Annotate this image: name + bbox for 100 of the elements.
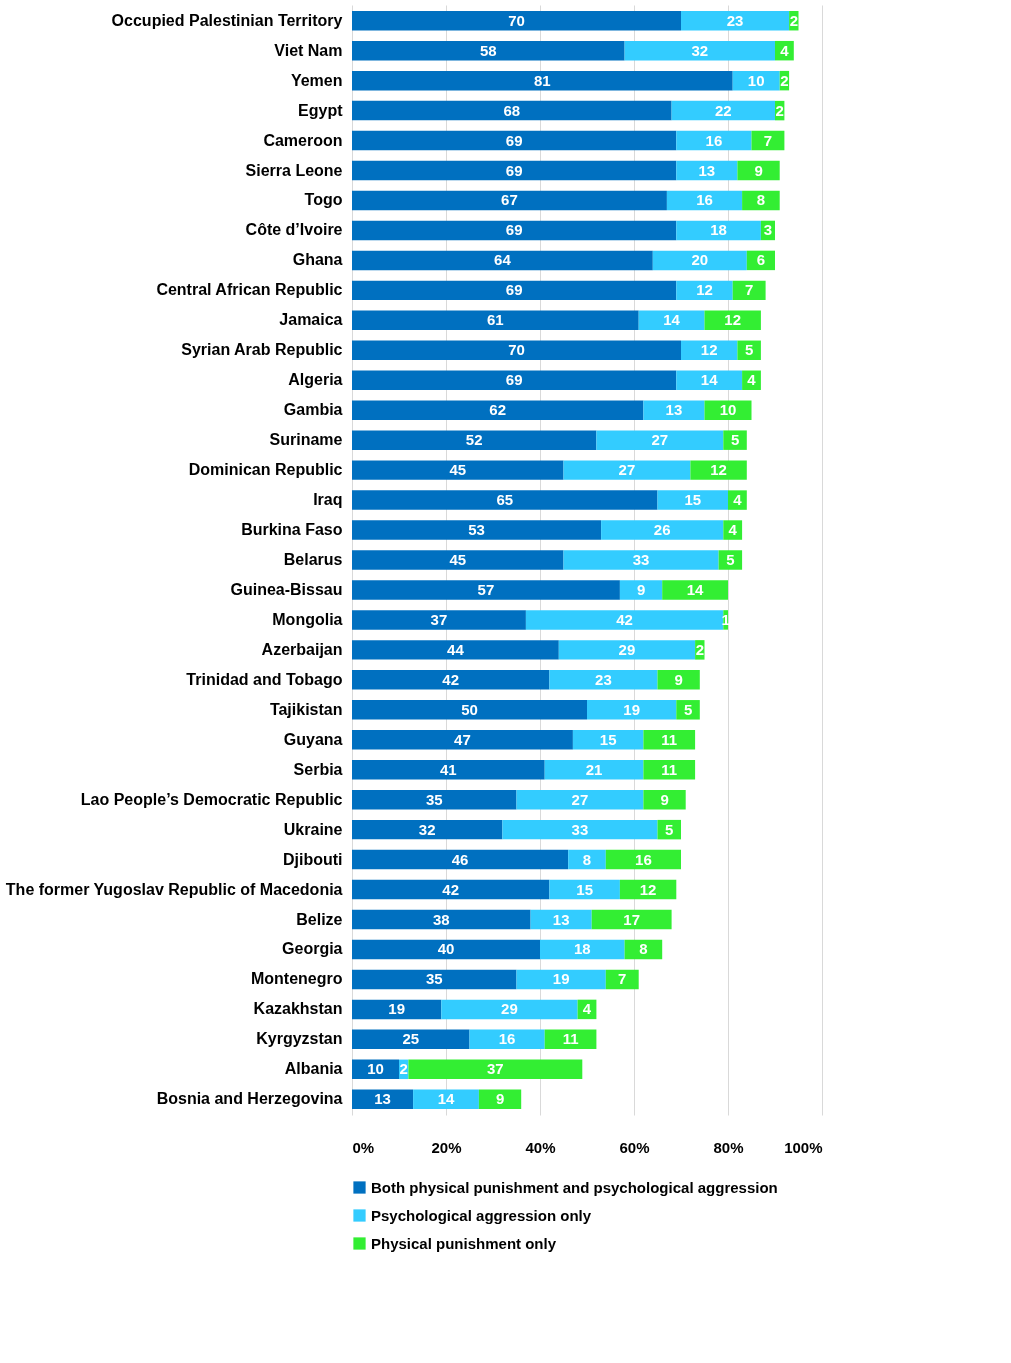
y-tick-label: Suriname (269, 431, 343, 449)
data-label: 46 (451, 850, 469, 868)
data-label: 38 (432, 910, 450, 928)
x-tick-label: 100% (784, 1138, 823, 1156)
y-tick-label: Trinidad and Tobago (186, 670, 343, 688)
data-label: 12 (710, 461, 727, 479)
data-label: 10 (747, 71, 765, 89)
y-tick-label: Tajikistan (269, 700, 343, 718)
y-tick-label: Kazakhstan (253, 1000, 343, 1018)
data-label: 50 (461, 700, 478, 718)
data-label: 9 (674, 670, 683, 688)
y-tick-label: Iraq (313, 491, 343, 509)
y-tick-label: Togo (304, 191, 343, 209)
y-tick-label: Central African Republic (156, 281, 343, 299)
data-label: 42 (442, 880, 460, 898)
data-label: 2 (775, 101, 784, 119)
data-label: 27 (651, 431, 669, 449)
data-label: 81 (534, 71, 551, 89)
data-label: 68 (503, 101, 521, 119)
data-label: 27 (618, 461, 636, 479)
y-tick-label: Lao People’s Democratic Republic (80, 790, 343, 808)
data-label: 5 (726, 551, 735, 568)
data-label: 4 (747, 371, 757, 389)
y-tick-label: Syrian Arab Republic (181, 341, 343, 359)
data-label: 52 (465, 431, 483, 449)
y-tick-label: Occupied Palestinian Territory (111, 11, 343, 29)
data-label: 15 (684, 491, 702, 509)
data-label: 69 (505, 221, 523, 239)
data-label: 10 (367, 1060, 384, 1078)
data-label: 15 (576, 880, 593, 898)
y-tick-label: Egypt (298, 101, 344, 119)
data-label: 45 (449, 461, 467, 479)
data-label: 12 (696, 281, 713, 299)
data-label: 33 (571, 820, 589, 838)
data-label: 4 (582, 1000, 592, 1018)
y-tick-label: Ukraine (283, 820, 343, 838)
data-label: 33 (632, 551, 650, 568)
data-label: 13 (665, 401, 683, 419)
data-label: 65 (496, 491, 514, 509)
data-label: 13 (552, 910, 570, 928)
data-label: 23 (726, 11, 744, 29)
y-tick-label: Belize (296, 910, 343, 928)
data-label: 13 (374, 1090, 391, 1108)
data-label: 23 (595, 670, 612, 688)
data-label: 5 (730, 431, 740, 449)
data-label: 14 (700, 371, 719, 389)
x-tick-label: 20% (431, 1138, 462, 1156)
data-label: 2 (695, 640, 704, 658)
y-tick-label: Montenegro (250, 970, 343, 988)
data-label: 4 (780, 41, 790, 59)
data-label: 22 (714, 101, 732, 119)
data-label: 42 (442, 670, 460, 688)
data-label: 17 (623, 910, 640, 928)
data-label: 7 (744, 281, 754, 299)
data-label: 19 (623, 700, 640, 718)
x-tick-label: 60% (619, 1138, 650, 1156)
data-label: 2 (399, 1060, 408, 1078)
y-tick-label: Algeria (288, 371, 343, 389)
x-tick-label: 40% (525, 1138, 556, 1156)
data-label: 53 (468, 521, 485, 539)
data-label: 32 (691, 41, 709, 59)
data-label: 8 (756, 191, 766, 209)
data-label: 7 (618, 970, 627, 988)
y-tick-label: Sierra Leone (245, 161, 343, 179)
data-label: 18 (710, 221, 727, 239)
data-label: 25 (402, 1030, 420, 1048)
data-label: 19 (388, 1000, 405, 1018)
x-tick-label: 0% (352, 1138, 375, 1156)
data-label: 12 (639, 880, 657, 898)
data-label: 27 (571, 790, 589, 808)
data-label: 12 (700, 341, 718, 359)
data-label: 29 (501, 1000, 518, 1018)
data-label: 62 (489, 401, 507, 419)
data-label: 37 (430, 610, 448, 628)
data-label: 5 (744, 341, 754, 359)
data-label: 32 (418, 820, 436, 838)
data-label: 10 (719, 401, 737, 419)
data-label: 41 (440, 760, 457, 778)
y-tick-label: Viet Nam (274, 41, 343, 59)
data-label: 69 (505, 161, 523, 179)
y-tick-label: Côte d’Ivoire (245, 221, 343, 239)
y-tick-label: Guyana (283, 730, 343, 748)
data-label: 20 (691, 251, 709, 269)
data-label: 16 (498, 1030, 516, 1048)
data-label: 42 (616, 610, 633, 628)
data-label: 70 (508, 341, 525, 359)
data-label: 4 (728, 521, 738, 539)
y-tick-label: Belarus (283, 551, 343, 568)
y-tick-label: Kyrgyzstan (256, 1030, 343, 1048)
data-label: 14 (663, 311, 681, 329)
y-tick-label: Djibouti (282, 850, 343, 868)
data-label: 11 (562, 1030, 579, 1048)
data-label: 45 (449, 551, 467, 568)
data-label: 16 (705, 131, 723, 149)
data-label: 2 (780, 71, 789, 89)
y-tick-label: Ghana (292, 251, 343, 269)
data-label: 35 (425, 790, 443, 808)
data-label: 3 (763, 221, 773, 239)
data-label: 16 (635, 850, 652, 868)
data-label: 7 (763, 131, 773, 149)
